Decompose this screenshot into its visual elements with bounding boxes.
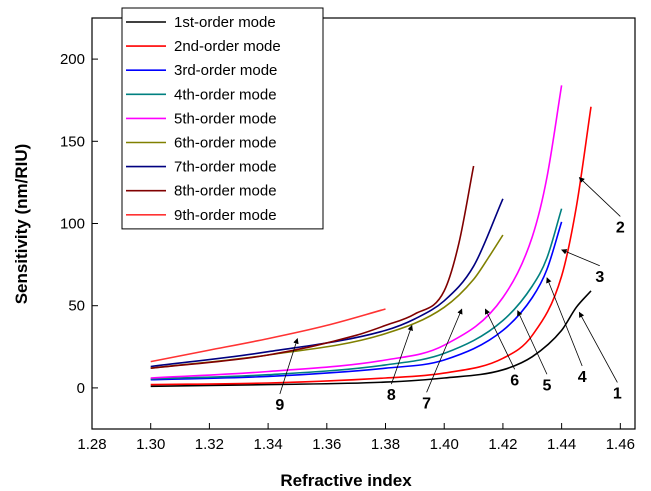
legend-label-2: 2nd-order mode	[174, 38, 281, 55]
legend: 1st-order mode 2nd-order mode 3rd-order mo…	[121, 7, 324, 230]
x-tick-label: 1.46	[606, 436, 635, 453]
callout-arrow-2	[578, 177, 621, 217]
callout-arrow-8	[391, 324, 413, 385]
x-tick-label: 1.42	[488, 436, 517, 453]
callout-arrow-9	[279, 338, 299, 395]
x-tick-label: 1.40	[430, 436, 459, 453]
series-line-8	[150, 165, 475, 369]
legend-label-7: 7th-order mode	[174, 159, 277, 176]
callout-arrow-3	[561, 249, 600, 267]
callout-label-3: 3	[595, 269, 604, 286]
callout-label-6: 6	[510, 372, 519, 389]
callout-arrow-7	[426, 308, 463, 393]
series-line-5	[150, 85, 563, 379]
y-tick-label: 150	[60, 133, 85, 150]
legend-label-3: 3rd-order mode	[174, 62, 277, 79]
legend-label-6: 6th-order mode	[174, 135, 277, 152]
callout-label-7: 7	[422, 395, 431, 412]
series-line-9	[150, 308, 386, 363]
legend-label-8: 8th-order mode	[174, 183, 277, 200]
x-axis-title: Refractive index	[280, 471, 412, 490]
y-axis-title: Sensitivity (nm/RIU)	[12, 144, 31, 305]
series-line-3	[150, 221, 563, 381]
x-tick-label: 1.36	[312, 436, 341, 453]
callout-label-8: 8	[387, 387, 396, 404]
x-tick-label: 1.32	[195, 436, 224, 453]
callout-label-4: 4	[578, 369, 587, 386]
callout-label-1: 1	[613, 385, 622, 402]
x-tick-label: 1.30	[136, 436, 165, 453]
x-tick-label: 1.38	[371, 436, 400, 453]
callout-arrow-4	[546, 277, 583, 367]
x-tick-label: 1.34	[254, 436, 283, 453]
callout-annotations: 1 2 3 4 5 6 7 8 9	[275, 177, 625, 414]
series-curves	[150, 85, 592, 388]
callout-arrow-6	[484, 308, 516, 370]
y-tick-label: 50	[68, 298, 85, 315]
legend-label-9: 9th-order mode	[174, 207, 277, 224]
y-tick-label: 0	[77, 380, 85, 397]
legend-label-4: 4th-order mode	[174, 86, 277, 103]
callout-label-9: 9	[275, 397, 284, 414]
series-line-1	[150, 290, 592, 388]
series-line-4	[150, 208, 563, 380]
x-tick-label: 1.28	[77, 436, 106, 453]
callout-arrow-1	[578, 311, 618, 383]
callout-label-2: 2	[616, 219, 625, 236]
callout-arrow-5	[517, 310, 548, 375]
series-line-7	[150, 198, 504, 368]
y-tick-label: 100	[60, 216, 85, 233]
series-line-6	[150, 234, 504, 369]
axes: 1.28 1.30 1.32 1.34 1.36 1.38 1.40 1.42 1.44 1.46…	[60, 51, 635, 453]
callout-label-5: 5	[542, 377, 551, 394]
x-tick-label: 1.44	[547, 436, 576, 453]
legend-label-1: 1st-order mode	[174, 14, 276, 31]
y-tick-label: 200	[60, 51, 85, 68]
series-line-2	[150, 106, 592, 386]
legend-label-5: 5th-order mode	[174, 110, 277, 127]
